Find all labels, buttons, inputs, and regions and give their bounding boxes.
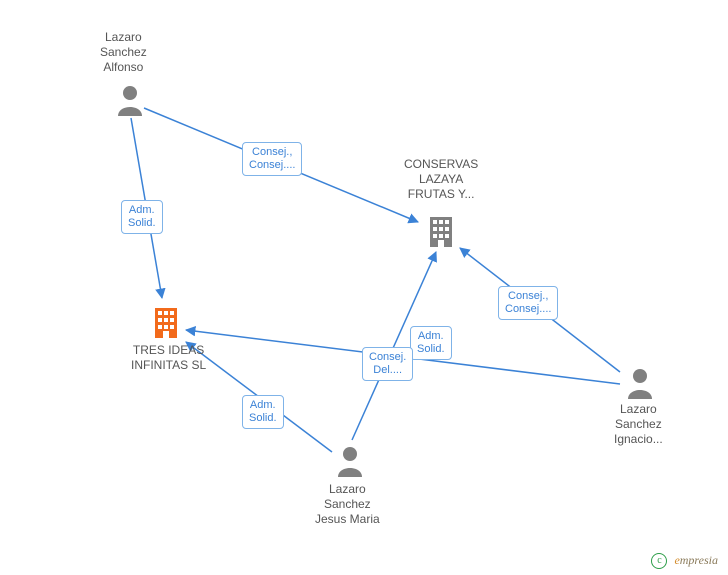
- edge-label[interactable]: Adm. Solid.: [242, 395, 284, 429]
- node-label: CONSERVAS LAZAYA FRUTAS Y...: [404, 157, 478, 202]
- copyright-mark: c: [651, 553, 667, 569]
- copyright-footer: c empresia: [651, 553, 718, 569]
- brand-name: mpresia: [680, 553, 718, 567]
- edge-label[interactable]: Consej., Consej....: [242, 142, 302, 176]
- person-icon[interactable]: [116, 84, 144, 116]
- edge-label[interactable]: Consej., Consej....: [498, 286, 558, 320]
- node-label: Lazaro Sanchez Ignacio...: [614, 402, 663, 447]
- edge-label[interactable]: Adm. Solid.: [121, 200, 163, 234]
- building-icon[interactable]: [426, 215, 456, 249]
- node-label: Lazaro Sanchez Jesus Maria: [315, 482, 380, 527]
- person-icon[interactable]: [336, 445, 364, 477]
- edge-label[interactable]: Consej. Del....: [362, 347, 413, 381]
- person-icon[interactable]: [626, 367, 654, 399]
- node-label: Lazaro Sanchez Alfonso: [100, 30, 147, 75]
- edge-label[interactable]: Adm. Solid.: [410, 326, 452, 360]
- node-label: TRES IDEAS INFINITAS SL: [131, 343, 206, 373]
- building-icon[interactable]: [151, 306, 181, 340]
